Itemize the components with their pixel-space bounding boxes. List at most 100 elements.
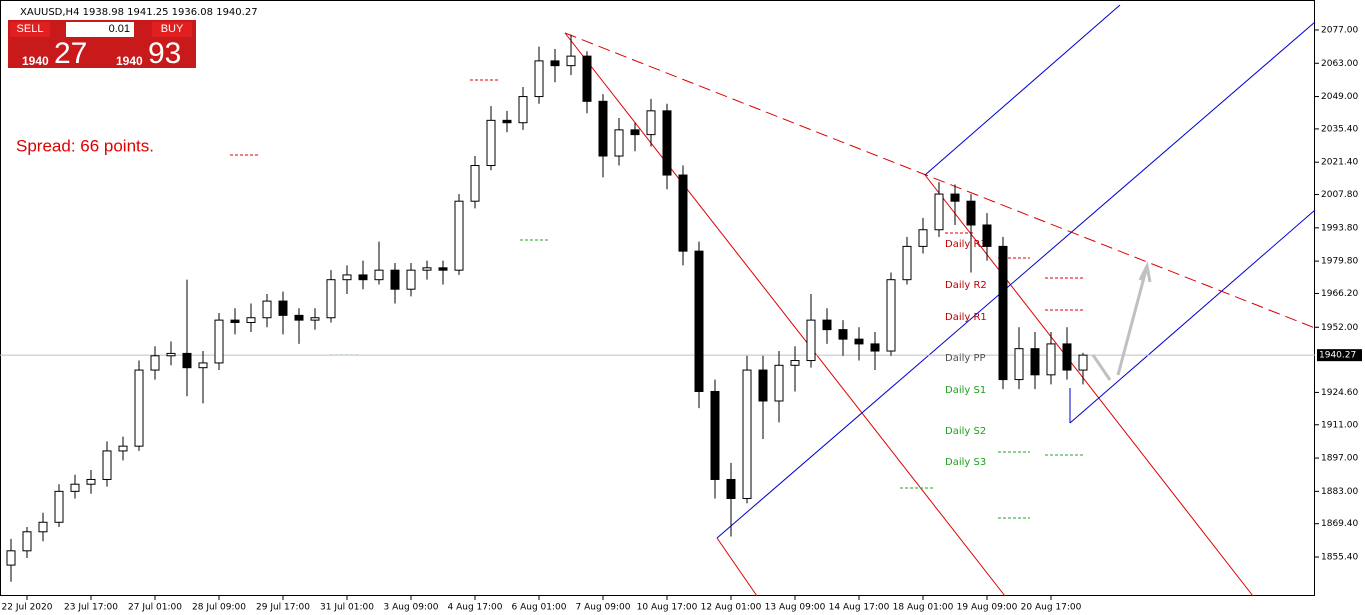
candle-body xyxy=(726,478,736,499)
candle-body xyxy=(198,362,208,369)
candle-body xyxy=(342,274,352,281)
y-tick-label: 1897.00 xyxy=(1321,454,1358,464)
candle-body xyxy=(390,269,400,290)
x-tick-label: 12 Aug 01:00 xyxy=(701,603,762,613)
pivot-label: Daily S2 xyxy=(945,426,986,437)
candle-body xyxy=(966,200,976,226)
pivot-label: Daily S1 xyxy=(945,385,986,396)
candle-body xyxy=(870,343,880,352)
candle-body xyxy=(918,229,928,247)
y-tick-label: 1993.80 xyxy=(1321,223,1358,233)
channel-line xyxy=(716,21,1316,539)
candle-body xyxy=(278,300,288,316)
trendline-dashed xyxy=(564,32,1316,329)
sell-button[interactable]: SELL xyxy=(10,22,50,37)
candle-body xyxy=(118,445,128,452)
x-tick-label: 19 Aug 09:00 xyxy=(957,603,1018,613)
candle-body xyxy=(470,165,480,202)
y-tick-label: 1855.40 xyxy=(1321,552,1358,562)
x-tick-label: 4 Aug 17:00 xyxy=(448,603,503,613)
y-tick-label: 2077.00 xyxy=(1321,25,1358,35)
pivot-label: Daily R1 xyxy=(945,312,987,323)
trendline xyxy=(924,174,1254,597)
candle-body xyxy=(614,129,624,157)
candle-body xyxy=(422,267,432,271)
y-tick-label: 2063.00 xyxy=(1321,59,1358,69)
candle-body xyxy=(150,355,160,371)
arrow xyxy=(1091,261,1152,381)
pivot-label: Daily S3 xyxy=(945,457,986,468)
sell-price-small: 1940 xyxy=(22,54,49,68)
candle-body xyxy=(1014,348,1024,381)
candle-body xyxy=(486,119,496,167)
y-tick-label: 2021.40 xyxy=(1321,158,1358,168)
current-price-label: 1940.27 xyxy=(1319,351,1356,361)
y-tick-label: 2007.80 xyxy=(1321,190,1358,200)
candle-body xyxy=(326,279,336,319)
y-tick-label: 1911.00 xyxy=(1321,420,1358,430)
candle-body xyxy=(550,60,560,67)
candle-body xyxy=(86,478,96,485)
candle-body xyxy=(630,129,640,136)
candle-body xyxy=(982,224,992,247)
x-tick-label: 31 Jul 01:00 xyxy=(320,603,374,613)
current-price-box xyxy=(1317,349,1362,362)
candle-body xyxy=(934,193,944,231)
y-tick-label: 1966.20 xyxy=(1321,289,1358,299)
candle-body xyxy=(998,245,1008,381)
y-tick-label: 2049.00 xyxy=(1321,92,1358,102)
chart-header: XAUUSD,H4 1938.98 1941.25 1936.08 1940.2… xyxy=(20,7,258,18)
candle-body xyxy=(710,390,720,480)
trendlines xyxy=(564,4,1316,597)
candle-body xyxy=(374,269,384,281)
candle-body xyxy=(70,483,80,492)
y-tick-label: 1979.80 xyxy=(1321,257,1358,267)
pivot-levels xyxy=(230,79,1085,519)
x-tick-label: 14 Aug 17:00 xyxy=(829,603,890,613)
candle-body xyxy=(166,352,176,357)
candle-body xyxy=(38,521,48,533)
trade-panel: SELL 0.01 BUY 1940 27 1940 93 xyxy=(8,20,196,70)
y-tick-label: 2035.40 xyxy=(1321,124,1358,134)
candle-body xyxy=(214,319,224,364)
x-tick-label: 7 Aug 09:00 xyxy=(576,603,631,613)
candle-body xyxy=(1046,343,1056,376)
pivot-label: Daily PP xyxy=(945,353,986,364)
candle-body xyxy=(6,550,16,566)
y-tick-label: 1924.60 xyxy=(1321,388,1358,398)
plot-frame xyxy=(0,0,1315,596)
candle-body xyxy=(902,245,912,281)
channel-line xyxy=(924,4,1121,176)
candle-body xyxy=(774,364,784,402)
candle-body xyxy=(134,369,144,447)
lot-input[interactable]: 0.01 xyxy=(66,22,134,37)
candle-body xyxy=(838,329,848,340)
x-tick-label: 13 Aug 09:00 xyxy=(765,603,826,613)
candle-body xyxy=(886,279,896,352)
trendline xyxy=(564,32,1006,597)
candle-body xyxy=(806,319,816,362)
x-tick-label: 10 Aug 17:00 xyxy=(637,603,698,613)
candle-body xyxy=(822,319,832,331)
buy-button[interactable]: BUY xyxy=(152,22,192,37)
x-tick-label: 22 Jul 2020 xyxy=(2,603,53,613)
candle-body xyxy=(854,338,864,345)
candle-body xyxy=(1078,354,1088,371)
candle-body xyxy=(758,369,768,402)
candle-body xyxy=(294,314,304,321)
candle-body xyxy=(950,193,960,202)
candle-body xyxy=(1062,343,1072,371)
pivot-label: Daily R3 xyxy=(945,239,987,250)
pivot-label: Daily R2 xyxy=(945,280,987,291)
candle-body xyxy=(262,300,272,319)
candle-body xyxy=(694,250,704,392)
x-tick-label: 20 Aug 17:00 xyxy=(1021,603,1082,613)
candle-body xyxy=(358,274,368,281)
candle-body xyxy=(742,369,752,499)
channel-line xyxy=(1069,209,1316,424)
candle-body xyxy=(534,60,544,98)
x-tick-label: 23 Jul 17:00 xyxy=(64,603,118,613)
x-tick-label: 6 Aug 01:00 xyxy=(512,603,567,613)
candle-body xyxy=(790,360,800,366)
